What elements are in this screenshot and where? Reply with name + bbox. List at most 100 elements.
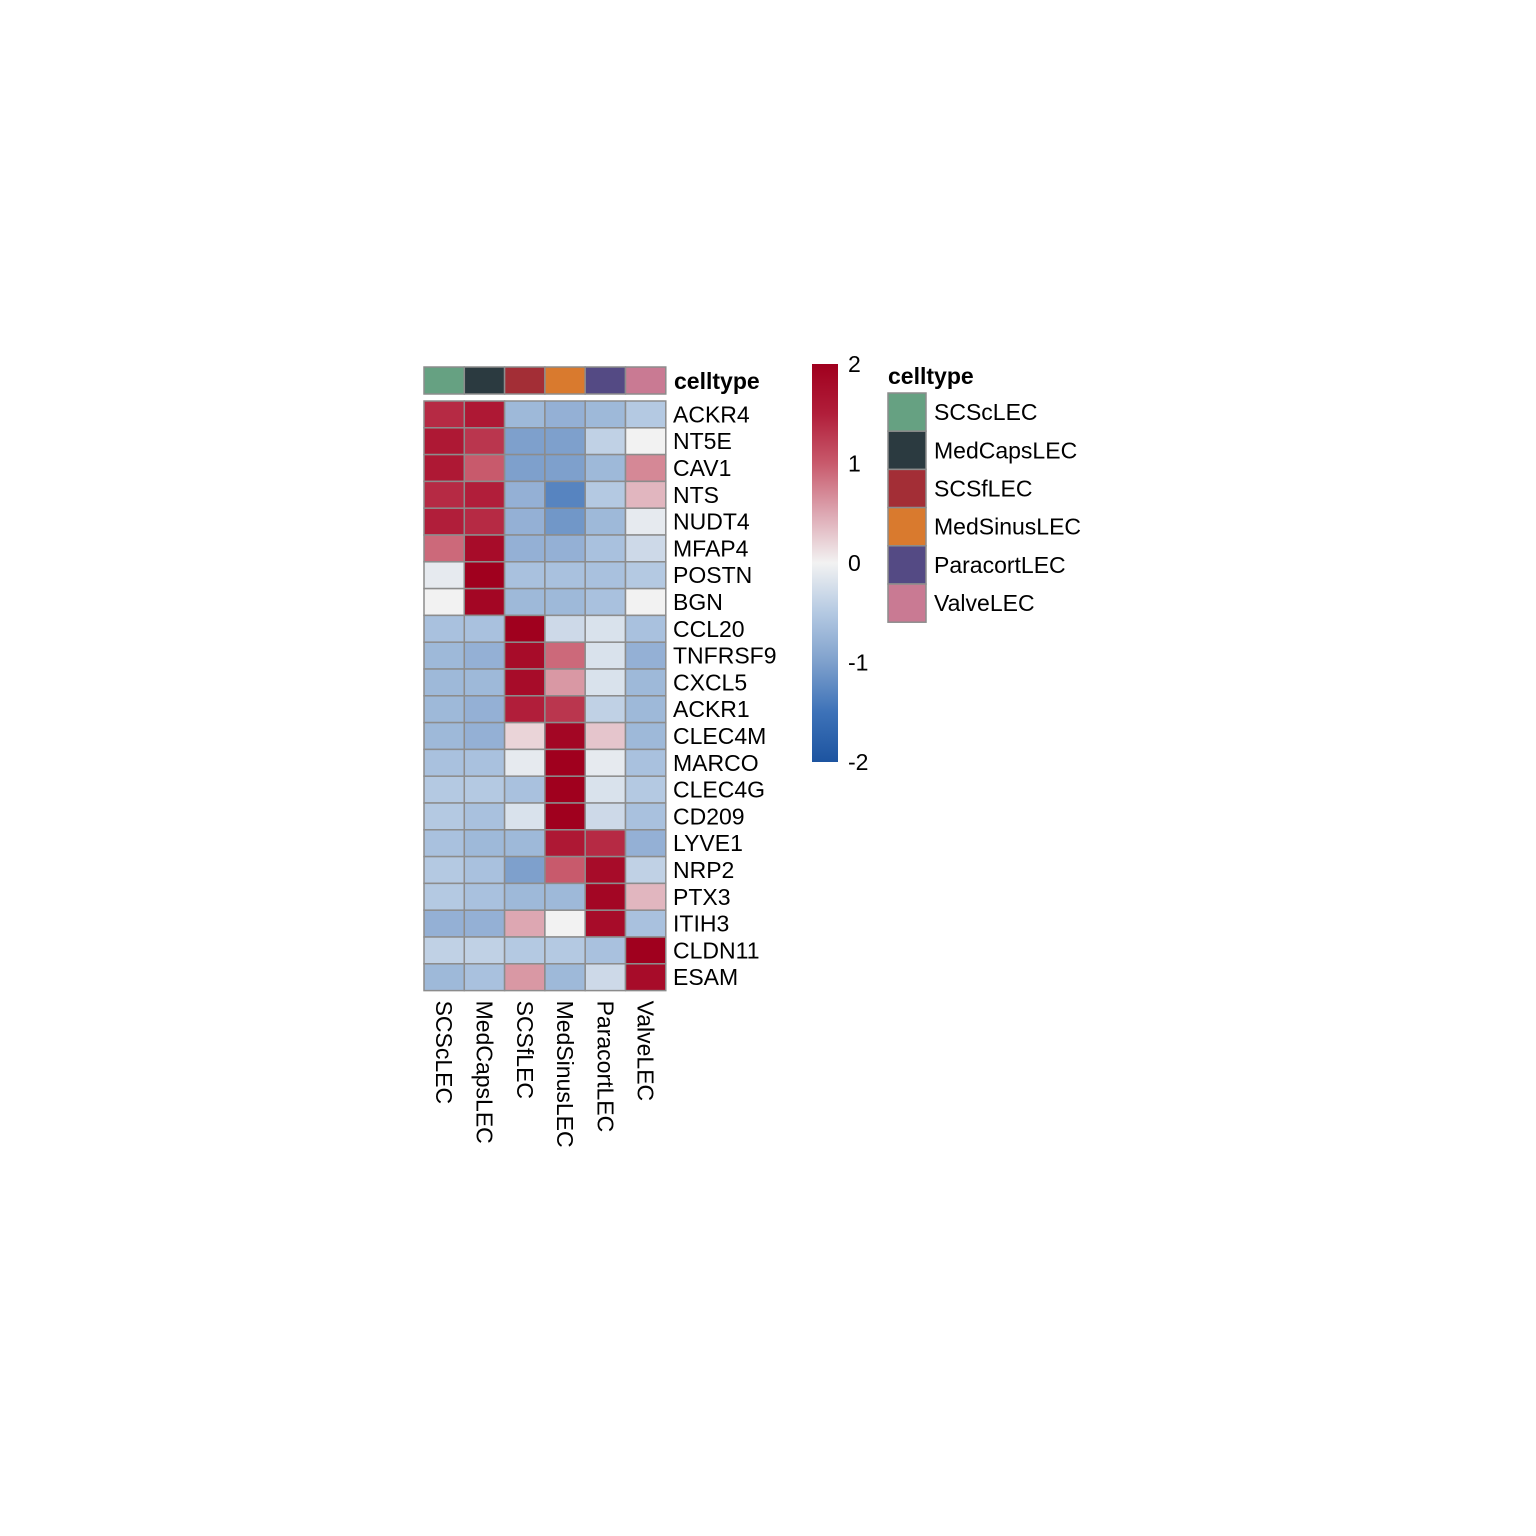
row-label: TNFRSF9 (673, 643, 777, 669)
heatmap-cell (584, 936, 627, 965)
heatmap-cell (544, 641, 586, 670)
heatmap-cell (624, 507, 667, 536)
heatmap-cell (544, 909, 586, 938)
heatmap-cell (584, 587, 627, 617)
column-label: MedCapsLEC (471, 1001, 497, 1144)
heatmap-cell (423, 668, 466, 697)
color-scale-ticks: 2 1 0 -1 -2 (848, 351, 868, 775)
heatmap-cell (463, 829, 506, 858)
heatmap-cell (503, 721, 546, 751)
heatmap-cell (423, 614, 466, 643)
legend-label: MedCapsLEC (934, 437, 1077, 463)
heatmap-cell (544, 614, 586, 643)
heatmap-cell (423, 882, 466, 911)
color-scale-bar (812, 364, 838, 762)
heatmap-cell (624, 480, 667, 509)
celltype-legend: SCScLEC MedCapsLEC SCSfLEC MedSinusLEC Parac… (887, 392, 1081, 623)
heatmap-cell (544, 561, 586, 590)
heatmap-cell (584, 534, 627, 563)
heatmap-cell (463, 748, 506, 777)
heatmap-cell (544, 721, 586, 751)
heatmap-grid (423, 400, 667, 992)
annotation-label: celltype (674, 368, 760, 394)
heatmap-cell (423, 748, 466, 777)
row-label: NUDT4 (673, 509, 750, 535)
heatmap-cell (503, 855, 546, 885)
heatmap-cell (624, 427, 667, 456)
heatmap-cell (544, 936, 586, 965)
heatmap-cell (463, 480, 506, 509)
heatmap-cell (423, 936, 466, 965)
heatmap-cell (544, 855, 586, 885)
heatmap-cell (463, 936, 506, 965)
heatmap-cell (584, 453, 627, 483)
heatmap-cell (584, 855, 627, 885)
heatmap-cell (544, 829, 586, 858)
heatmap-cell (463, 427, 506, 456)
annotation-cell-MedSinusLEC (544, 366, 586, 395)
legend-label: SCScLEC (934, 399, 1038, 425)
heatmap-cell (624, 802, 667, 831)
heatmap-cell (503, 668, 546, 697)
heatmap-cell (584, 748, 627, 777)
heatmap-cell (463, 909, 506, 938)
heatmap-cell (423, 909, 466, 938)
legend-swatch (887, 545, 927, 585)
column-label: SCSfLEC (512, 1001, 538, 1099)
heatmap-cell (503, 909, 546, 938)
heatmap-cell (584, 641, 627, 670)
heatmap-cell (624, 561, 667, 590)
heatmap-cell (463, 587, 506, 617)
heatmap-cell (503, 427, 546, 456)
heatmap-cell (423, 695, 466, 724)
heatmap-cell (624, 721, 667, 751)
row-label: ACKR1 (673, 696, 750, 722)
row-label: ESAM (673, 964, 738, 990)
heatmap-cell (584, 721, 627, 751)
column-label: ParacortLEC (592, 1001, 618, 1133)
row-label: POSTN (673, 562, 752, 588)
row-label: MFAP4 (673, 535, 749, 561)
heatmap-cell (584, 775, 627, 804)
heatmap-cell (584, 614, 627, 643)
heatmap-cell (624, 641, 667, 670)
heatmap-cell (463, 802, 506, 831)
column-label: ValveLEC (633, 1001, 659, 1102)
color-scale-legend (812, 364, 838, 762)
heatmap-cell (584, 909, 627, 938)
heatmap-cell (503, 802, 546, 831)
legend-label: ValveLEC (934, 590, 1035, 616)
heatmap-cell (584, 802, 627, 831)
heatmap-cell (584, 668, 627, 697)
column-label: MedSinusLEC (552, 1001, 578, 1148)
heatmap-cell (503, 507, 546, 536)
heatmap-cell (584, 480, 627, 509)
row-label: MARCO (673, 750, 759, 776)
heatmap-cell (423, 721, 466, 751)
row-label: CAV1 (673, 455, 731, 481)
heatmap-cell (463, 668, 506, 697)
heatmap-cell (423, 400, 466, 429)
heatmap-cell (624, 882, 667, 911)
row-label: CLEC4M (673, 723, 766, 749)
heatmap-cell (463, 534, 506, 563)
heatmap-cell (624, 587, 667, 617)
heatmap-cell (423, 963, 466, 992)
heatmap-cell (624, 534, 667, 563)
row-label: CLDN11 (673, 937, 760, 963)
annotation-cell-SCSfLEC (503, 366, 546, 395)
heatmap-cell (584, 507, 627, 536)
heatmap-cell (463, 561, 506, 590)
row-label: NT5E (673, 428, 732, 454)
heatmap-cell (584, 561, 627, 590)
legend-label: MedSinusLEC (934, 514, 1081, 540)
heatmap-cell (544, 775, 586, 804)
legend-swatch (887, 430, 927, 471)
heatmap-cell (544, 802, 586, 831)
column-label: SCScLEC (431, 1001, 457, 1105)
heatmap-cell (584, 695, 627, 724)
annotation-cell-ValveLEC (624, 366, 667, 395)
heatmap-cell (624, 936, 667, 965)
heatmap-cell (624, 909, 667, 938)
